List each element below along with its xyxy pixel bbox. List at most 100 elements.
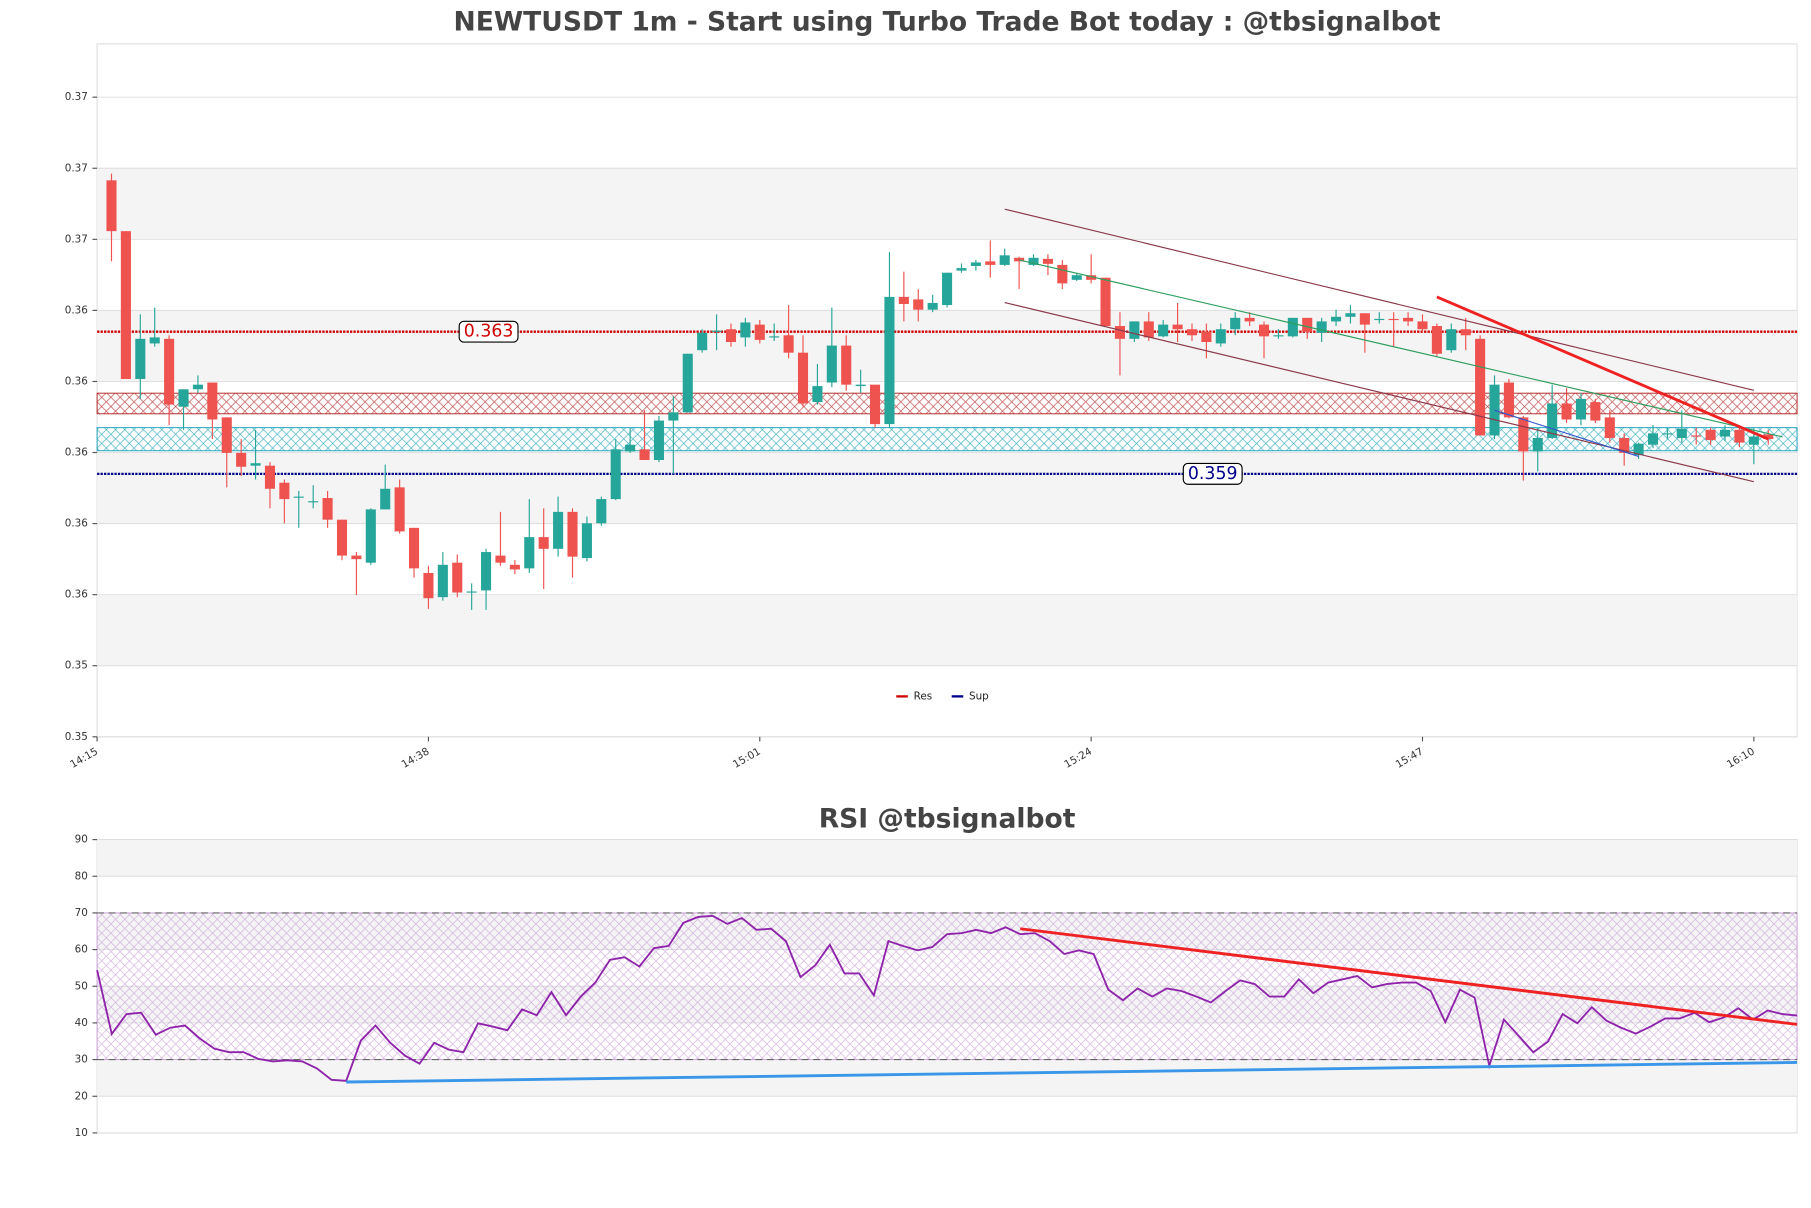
y-tick-label: 90 <box>75 834 88 846</box>
candle-body <box>1201 331 1212 343</box>
candle-body <box>1071 275 1082 280</box>
candle-body <box>452 562 463 593</box>
x-tick-label: 15:47 <box>1394 745 1426 770</box>
candle-body <box>783 335 794 353</box>
candle-body <box>1403 317 1414 322</box>
level-label: 0.363 <box>464 322 514 342</box>
candle-body <box>769 336 780 338</box>
candle-body <box>826 345 837 383</box>
candle-body <box>1143 321 1154 338</box>
candle-body <box>985 261 996 265</box>
candle-body <box>884 296 895 425</box>
candle-body <box>999 255 1010 265</box>
chart-title: RSI @tbsignalbot <box>819 803 1076 834</box>
y-tick-label: 40 <box>75 1017 88 1029</box>
legend-label: Sup <box>969 690 989 702</box>
candle-body <box>351 555 362 560</box>
candle-body <box>625 444 636 452</box>
candle-body <box>1604 417 1615 438</box>
candle-body <box>1302 317 1313 332</box>
candle-body <box>481 552 492 591</box>
candle-body <box>942 272 953 306</box>
candle-body <box>797 352 809 404</box>
candle-body <box>913 299 924 310</box>
candle-body <box>1691 435 1702 437</box>
trend-line <box>1004 302 1755 483</box>
candle-body <box>956 268 967 271</box>
candle-body <box>1763 434 1774 440</box>
candle-body <box>1518 417 1529 452</box>
candle-body <box>610 449 621 500</box>
candle-body <box>322 498 333 520</box>
candle-body <box>581 523 592 559</box>
y-tick-label: 60 <box>75 944 88 956</box>
y-tick-label: 0.35 <box>65 731 88 743</box>
candle-body <box>495 555 506 563</box>
candle-body <box>1388 318 1399 321</box>
y-tick-label: 80 <box>75 870 88 882</box>
candle-body <box>1172 324 1183 330</box>
candle-body <box>653 420 664 460</box>
trend-line <box>346 1061 1798 1084</box>
candle-body <box>1561 403 1572 420</box>
legend-label: Res <box>914 690 933 702</box>
candle-body <box>711 330 722 332</box>
candle-body <box>1129 321 1140 339</box>
candle-body <box>1662 433 1673 435</box>
candle-body <box>1359 313 1370 325</box>
candle-body <box>308 501 319 503</box>
candle-body <box>1619 437 1630 453</box>
candle-body <box>1014 257 1025 262</box>
candle-body <box>178 389 189 407</box>
candle-body <box>668 412 679 421</box>
grid-band <box>97 168 1798 240</box>
y-tick-label: 10 <box>75 1127 88 1139</box>
candle-body <box>1331 316 1342 322</box>
candle-body <box>192 384 203 390</box>
candle-body <box>120 231 131 379</box>
candle-body <box>1158 324 1169 337</box>
candle-body <box>1230 317 1241 330</box>
candle-body <box>553 511 564 549</box>
candle-body <box>1676 428 1687 438</box>
candle-body <box>236 452 247 467</box>
candle-body <box>1287 317 1298 337</box>
candle-body <box>509 564 520 570</box>
candle-body <box>841 345 852 385</box>
candle-body <box>221 417 232 453</box>
candle-body <box>207 382 218 420</box>
trend-line <box>1020 927 1798 1026</box>
candle-body <box>149 337 160 344</box>
candle-body <box>1345 313 1356 317</box>
candle-body <box>106 180 117 232</box>
y-tick-label: 0.37 <box>65 91 88 103</box>
level-label-box <box>1182 462 1243 485</box>
y-tick-label: 20 <box>75 1090 88 1102</box>
y-tick-label: 0.37 <box>65 233 88 245</box>
y-tick-label: 50 <box>75 980 88 992</box>
x-tick-label: 15:24 <box>1062 745 1094 771</box>
trend-line <box>1004 208 1755 391</box>
candle-body <box>1705 429 1716 441</box>
candle-body <box>596 499 607 524</box>
x-tick-label: 14:38 <box>400 745 432 770</box>
candle-body <box>1633 443 1644 456</box>
candle-body <box>567 511 578 557</box>
candle-body <box>394 487 405 532</box>
candle-body <box>1114 326 1125 339</box>
candle-body <box>1446 329 1457 351</box>
candle-body <box>1186 329 1198 336</box>
grid-band <box>97 452 1798 524</box>
candle-body <box>1532 437 1543 452</box>
candle-body <box>1215 329 1226 344</box>
candle-body <box>1719 429 1731 437</box>
candle-body <box>1273 335 1284 337</box>
level-label: 0.359 <box>1188 464 1238 484</box>
candle-body <box>437 564 448 598</box>
x-tick-label: 15:01 <box>731 745 763 770</box>
candle-body <box>538 537 549 549</box>
candle-body <box>524 537 535 569</box>
zone <box>96 392 1798 415</box>
trend-line <box>1436 295 1769 441</box>
